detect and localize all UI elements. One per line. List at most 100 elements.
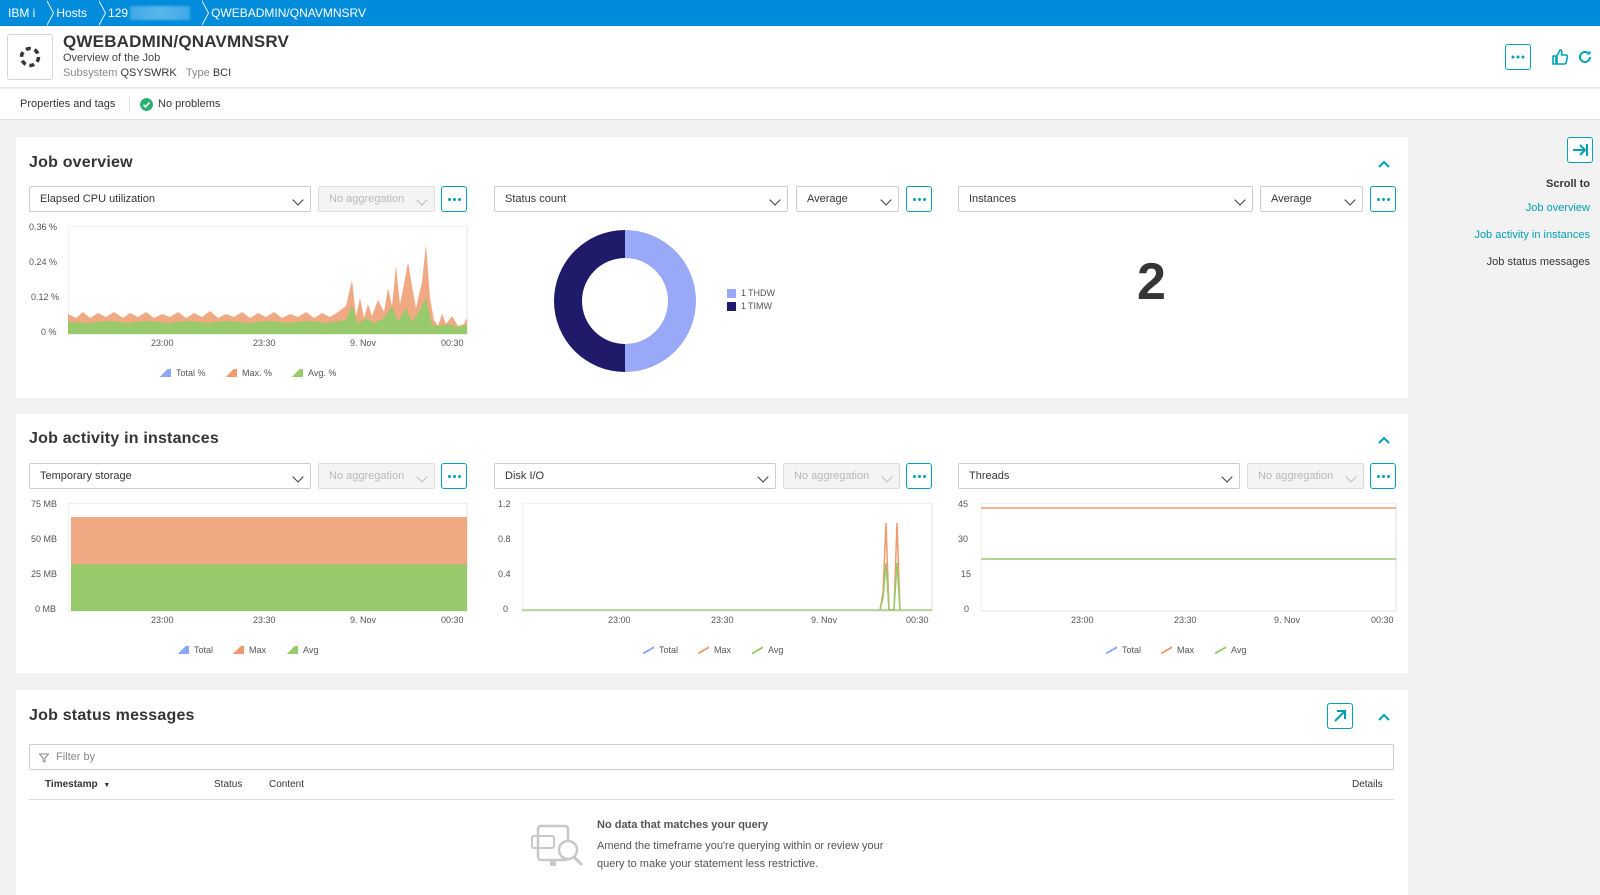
chevron-up-icon[interactable] <box>1377 435 1391 445</box>
legend-item-thdw[interactable]: 1 THDW <box>727 288 775 298</box>
legend-label: Max <box>1177 645 1195 655</box>
filter-icon <box>39 753 49 763</box>
scroll-link-job-status[interactable]: Job status messages <box>1486 256 1590 268</box>
chevron-down-icon <box>1344 194 1356 206</box>
legend-item-timw[interactable]: 1 TIMW <box>727 301 772 311</box>
cpu-more-button[interactable] <box>441 186 467 212</box>
aggregation-select-instances[interactable]: Average <box>1260 186 1363 212</box>
breadcrumb-item-ibmi[interactable]: IBM i <box>0 0 55 26</box>
y-tick: 0.8 <box>498 534 511 544</box>
y-tick: 30 <box>958 534 969 544</box>
y-tick: 0.36 % <box>29 222 58 232</box>
type-label: Type <box>185 67 210 79</box>
breadcrumb-item-job[interactable]: QWEBADMIN/QNAVMNSRV <box>202 0 378 26</box>
filter-input[interactable]: Filter by <box>29 744 1394 770</box>
cpu-max-series <box>68 244 467 334</box>
chevron-down-icon <box>416 194 428 206</box>
job-status-panel: Job status messages <box>16 690 1408 895</box>
select-value: Average <box>1271 193 1312 205</box>
status-more-button[interactable] <box>906 186 932 212</box>
x-tick: 23:30 <box>253 615 276 625</box>
select-value: Elapsed CPU utilization <box>40 193 155 205</box>
x-tick: 23:00 <box>1071 615 1094 625</box>
legend-item-total[interactable]: Total <box>178 645 213 655</box>
aggregation-select-status[interactable]: Average <box>796 186 899 212</box>
select-value: Threads <box>969 470 1010 482</box>
chevron-up-icon[interactable] <box>1377 712 1391 722</box>
donut-slice-timw <box>554 230 625 372</box>
instances-more-button[interactable] <box>1370 186 1396 212</box>
storage-more-button[interactable] <box>441 463 467 489</box>
column-label: Timestamp <box>45 779 98 790</box>
scroll-link-job-activity[interactable]: Job activity in instances <box>1474 229 1590 241</box>
y-tick: 0.12 % <box>31 292 60 302</box>
filter-placeholder: Filter by <box>56 751 96 763</box>
column-header-content[interactable]: Content <box>269 779 305 790</box>
metric-select-cpu[interactable]: Elapsed CPU utilization <box>29 186 311 212</box>
metric-select-threads[interactable]: Threads <box>958 463 1240 489</box>
chevron-down-icon <box>757 471 769 483</box>
collapse-sidebar-button[interactable] <box>1567 137 1593 163</box>
storage-area-chart <box>68 503 468 612</box>
y-tick: 75 MB <box>31 499 58 509</box>
more-icon <box>1511 55 1525 59</box>
legend-label: Max. % <box>242 368 273 378</box>
refresh-icon[interactable] <box>1577 49 1593 65</box>
breadcrumb-item-host[interactable]: 129 <box>99 0 210 26</box>
legend-item-total[interactable]: Total % <box>160 368 206 378</box>
y-tick: 0 MB <box>35 604 57 614</box>
legend-item-avg[interactable]: Avg. % <box>292 368 336 378</box>
scroll-link-job-overview[interactable]: Job overview <box>1525 202 1590 214</box>
legend-item-max[interactable]: Max <box>698 645 731 655</box>
header-more-button[interactable] <box>1505 44 1531 70</box>
legend-item-max[interactable]: Max. % <box>226 368 272 378</box>
legend-label: Avg <box>303 645 319 655</box>
legend-label: Avg. % <box>308 368 337 378</box>
legend-item-total[interactable]: Total <box>1106 645 1141 655</box>
x-tick: 00:30 <box>441 338 464 348</box>
chevron-down-icon <box>1345 471 1357 483</box>
legend-item-avg[interactable]: Avg <box>287 645 318 655</box>
metric-select-instances[interactable]: Instances <box>958 186 1253 212</box>
page-title: QWEBADMIN/QNAVMNSRV <box>63 32 290 51</box>
thumbs-up-icon[interactable] <box>1552 49 1568 65</box>
select-value: Instances <box>969 193 1017 205</box>
breadcrumb-item-hosts[interactable]: Hosts <box>47 0 107 26</box>
chevron-up-icon[interactable] <box>1377 159 1391 169</box>
properties-bar: Properties and tags No problems <box>0 89 1600 120</box>
legend-item-total[interactable]: Total <box>643 645 678 655</box>
sort-desc-icon: ▼ <box>103 782 111 789</box>
metric-select-storage[interactable]: Temporary storage <box>29 463 311 489</box>
legend-item-avg[interactable]: Avg <box>752 645 783 655</box>
empty-state-description: Amend the timeframe you're querying with… <box>597 840 884 870</box>
check-circle-icon <box>140 98 153 111</box>
y-tick: 0 <box>964 604 970 614</box>
column-header-details[interactable]: Details <box>1352 779 1383 790</box>
legend-item-max[interactable]: Max <box>1161 645 1194 655</box>
legend-item-avg[interactable]: Avg <box>1215 645 1246 655</box>
select-value: Average <box>807 193 848 205</box>
threads-more-button[interactable] <box>1370 463 1396 489</box>
legend-item-max[interactable]: Max <box>233 645 266 655</box>
problem-status[interactable]: No problems <box>158 98 221 110</box>
disk-more-button[interactable] <box>906 463 932 489</box>
properties-and-tags-link[interactable]: Properties and tags <box>20 98 116 110</box>
chevron-down-icon <box>416 471 428 483</box>
select-value: Disk I/O <box>505 470 545 482</box>
column-header-status[interactable]: Status <box>214 779 243 790</box>
legend-label: Max <box>249 645 267 655</box>
y-tick: 45 <box>958 499 969 509</box>
open-external-button[interactable] <box>1327 703 1353 729</box>
select-value: Status count <box>505 193 567 205</box>
legend-label: Total % <box>176 368 206 378</box>
column-header-timestamp[interactable]: Timestamp ▼ <box>45 779 110 790</box>
cpu-avg-series <box>68 298 467 334</box>
breadcrumb-label: Hosts <box>56 6 88 20</box>
x-tick: 23:30 <box>1174 615 1197 625</box>
legend-count: 1 <box>741 288 747 298</box>
page-header: QWEBADMIN/QNAVMNSRV Overview of the Job … <box>0 26 1600 88</box>
aggregation-select-storage: No aggregation <box>318 463 435 489</box>
metric-select-disk[interactable]: Disk I/O <box>494 463 776 489</box>
legend-label: Total <box>1122 645 1142 655</box>
metric-select-status[interactable]: Status count <box>494 186 788 212</box>
